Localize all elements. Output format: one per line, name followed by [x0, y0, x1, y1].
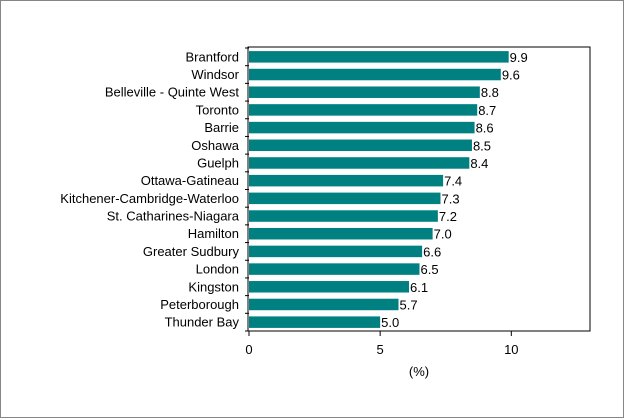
- bar: [249, 157, 470, 169]
- bar: [249, 51, 509, 63]
- value-label: 6.1: [410, 280, 428, 295]
- value-label: 8.8: [481, 85, 499, 100]
- category-label: Thunder Bay: [165, 315, 240, 330]
- x-tick-label: 0: [245, 342, 252, 357]
- value-label: 8.6: [476, 121, 494, 136]
- category-label: Brantford: [186, 49, 239, 64]
- value-label: 6.5: [421, 262, 439, 277]
- category-label: Belleville - Quinte West: [105, 85, 240, 100]
- category-label: Barrie: [204, 120, 239, 135]
- category-label: Toronto: [196, 102, 239, 117]
- bar: [249, 68, 501, 81]
- x-tick-label: 10: [504, 342, 518, 357]
- value-label: 5.0: [381, 315, 399, 330]
- category-label: St. Catharines-Niagara: [107, 209, 240, 224]
- bar: [249, 316, 381, 328]
- category-label: Kitchener-Cambridge-Waterloo: [60, 191, 239, 206]
- category-label: Ottawa-Gatineau: [141, 173, 239, 188]
- bar: [249, 210, 438, 222]
- bar: [249, 227, 433, 240]
- category-label: Windsor: [191, 67, 239, 82]
- bar: [249, 245, 423, 258]
- category-label: Peterborough: [160, 297, 239, 312]
- category-label: Hamilton: [188, 226, 239, 241]
- x-axis-label: (%): [409, 364, 429, 379]
- x-tick-label: 5: [377, 342, 384, 357]
- bar: [249, 86, 480, 98]
- bar: [249, 174, 444, 187]
- category-label: Greater Sudbury: [143, 244, 240, 259]
- value-label: 8.5: [473, 138, 491, 153]
- value-label: 7.3: [441, 191, 459, 206]
- value-label: 7.0: [434, 227, 452, 242]
- category-label: London: [196, 262, 239, 277]
- value-label: 8.4: [470, 156, 488, 171]
- value-label: 6.6: [423, 244, 441, 259]
- category-label: Oshawa: [191, 138, 239, 153]
- value-label: 9.9: [510, 50, 528, 65]
- value-label: 7.2: [439, 209, 457, 224]
- value-label: 8.7: [478, 103, 496, 118]
- bar: [249, 263, 420, 275]
- bar: [249, 298, 399, 311]
- bar: [249, 139, 472, 152]
- value-label: 5.7: [400, 297, 418, 312]
- category-label: Guelph: [197, 155, 239, 170]
- value-label: 7.4: [444, 174, 462, 189]
- bar: [249, 104, 478, 116]
- value-label: 9.6: [502, 68, 520, 83]
- bar: [249, 121, 475, 134]
- category-label: Kingston: [188, 279, 239, 294]
- bar: [249, 281, 410, 293]
- bar: [249, 192, 441, 205]
